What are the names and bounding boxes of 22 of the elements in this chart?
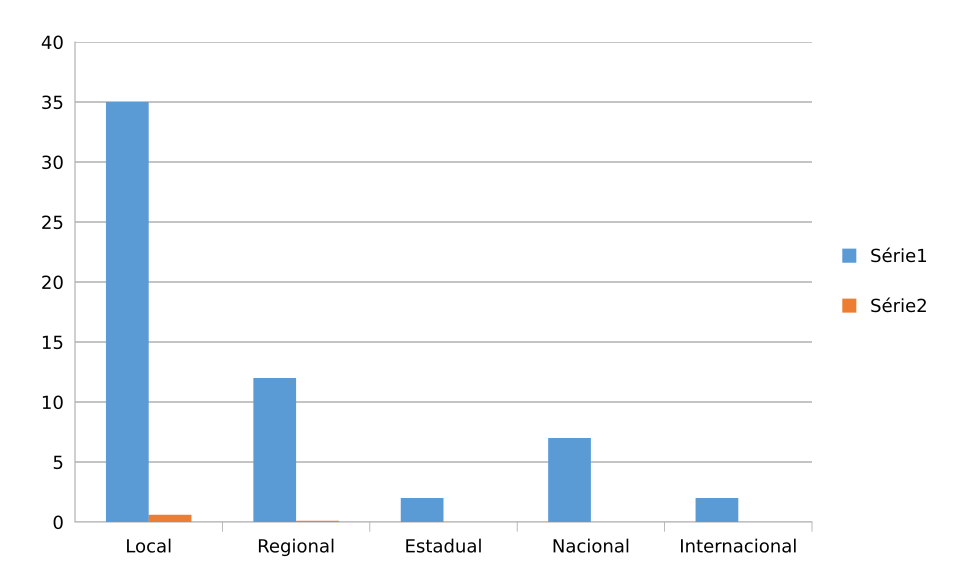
bar [696, 498, 738, 522]
x-tick-label: Internacional [681, 538, 796, 553]
y-tick-label: 20 [42, 275, 63, 290]
bar [148, 514, 192, 522]
y-tick-label: 0 [54, 515, 63, 530]
x-tick-label: Regional [258, 538, 334, 556]
bar [548, 438, 591, 522]
legend-label: Série1 [871, 248, 926, 262]
bar [400, 498, 444, 522]
x-tick-label: Estadual [406, 538, 481, 553]
y-tick-label: 40 [42, 35, 63, 50]
y-tick-label: 10 [42, 395, 63, 410]
x-tick-label: Local [127, 538, 170, 553]
bar [253, 378, 296, 522]
bar [106, 102, 149, 522]
y-tick-label: 35 [42, 95, 62, 110]
y-tick-label: 30 [42, 155, 63, 170]
y-tick-label: 15 [42, 336, 62, 350]
y-tick-label: 25 [42, 215, 62, 230]
y-tick-label: 5 [54, 456, 62, 470]
x-tick-label: Nacional [554, 538, 628, 553]
legend-label: Série2 [871, 298, 926, 312]
